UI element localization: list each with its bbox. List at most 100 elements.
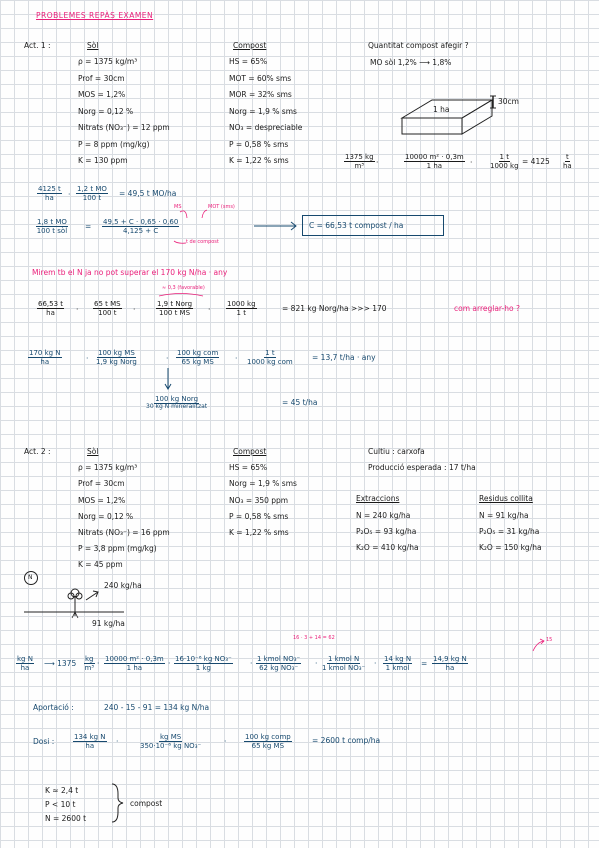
mult-dot: · [235, 354, 238, 363]
n-frac-b: 65 t MS 100 t [93, 300, 122, 318]
mult-dot: · [68, 190, 71, 199]
act1-sol-item: Nitrats (NO₃⁻) = 12 ppm [78, 123, 170, 132]
act1-compost-header: Compost [233, 41, 267, 50]
act2-sol-item: MOS = 1,2% [78, 496, 126, 505]
mult-dot: · [166, 354, 169, 363]
annot-ms: MS [174, 204, 182, 210]
act2-compost-item: HS = 65% [229, 463, 268, 472]
mult-dot: · [224, 737, 227, 746]
mo-frac-a: 4125 t ha [37, 185, 62, 203]
act1-label: Act. 1 : [24, 41, 51, 50]
act1-sol-item: MOS = 1,2% [78, 90, 126, 99]
max-frac-b: 100 kg MS 1,9 kg Norg [96, 349, 137, 367]
act2-compost-item: Norg = 1,9 % sms [229, 479, 297, 488]
res-item: N = 91 kg/ha [479, 511, 529, 520]
annot-favorable: ≈ 0,3 (favorable) [162, 285, 205, 291]
plant-bottom-label: 91 kg/ha [92, 619, 125, 628]
nc-frac-d: 16·10⁻⁶ kg NO₃⁻ 1 kg [174, 655, 233, 673]
act2-sol-item: P = 3,8 ppm (mg/kg) [78, 544, 157, 553]
mass-frac-2: 10000 m² · 0,3m 1 ha [404, 153, 465, 171]
circle-n-label: N [28, 574, 33, 581]
annot-compost: t de compost [186, 239, 219, 245]
act1-question: Quantitat compost afegir ? [368, 41, 469, 50]
sub-frac: 100 kg Norg 30 kg N mineralitzat [146, 395, 208, 411]
max-result: = 13,7 t/ha · any [312, 353, 376, 362]
mult-dot: · [76, 305, 79, 314]
act2-label: Act. 2 : [24, 447, 51, 456]
n-comment: com arreglar-ho ? [454, 304, 520, 313]
aportacio-label: Aportació : [33, 703, 74, 712]
res-header: Residus collita [479, 494, 533, 503]
nc-frac-b: kg m³ [84, 655, 95, 673]
act1-compost-item: MOR = 32% sms [229, 90, 292, 99]
n-check-note: Mirem tb el N ja no pot superar el 170 k… [32, 268, 228, 277]
result-c: C = 66,53 t compost / ha [309, 221, 404, 230]
act2-compost-item: P = 0,58 % sms [229, 512, 289, 521]
mult-dot: · [168, 659, 171, 668]
act2-compost-header: Compost [233, 447, 267, 456]
max-frac-c: 100 kg com 65 kg MS [176, 349, 220, 367]
act1-compost-item: NO₃ = despreciable [229, 123, 303, 132]
mass-frac-1: 1375 kg m³ [344, 153, 375, 171]
plant-top-label: 240 kg/ha [104, 581, 142, 590]
dosi-frac-b: kg MS 350·10⁻⁶ kg NO₃⁻ [140, 733, 202, 751]
act1-compost-item: HS = 65% [229, 57, 268, 66]
eq2-rhs: 49,5 + C · 0,65 · 0,60 4,125 + C [102, 218, 180, 236]
sub-result: = 45 t/ha [282, 398, 318, 407]
mult-dot: · [116, 737, 119, 746]
mult-dot: · [374, 659, 377, 668]
act1-sol-item: Prof = 30cm [78, 74, 125, 83]
extr-header: Extraccions [356, 494, 400, 503]
equals-sign: = [421, 659, 428, 668]
mult-dot: · [86, 354, 89, 363]
dosi-label: Dosi : [33, 737, 55, 746]
act1-sol-item: K = 130 ppm [78, 156, 128, 165]
extr-item: N = 240 kg/ha [356, 511, 411, 520]
extr-item: P₂O₅ = 93 kg/ha [356, 527, 417, 536]
mult-dot: · [470, 158, 473, 167]
act2-sol-item: ρ = 1375 kg/m³ [78, 463, 138, 472]
summary-item: K ≈ 2,4 t [45, 786, 79, 795]
mult-dot: · [133, 305, 136, 314]
act1-compost-item: P = 0,58 % sms [229, 140, 289, 149]
mult-dot: · [208, 305, 211, 314]
nc-frac-e: 1 kmol NO₃⁻ 62 kg NO₃⁻ [256, 655, 302, 673]
act2-sol-item: Norg = 0,12 % [78, 512, 134, 521]
mass-frac-3: 1 t 1000 kg [490, 153, 519, 171]
n-frac-c: 1,9 t Norg 100 t MS [156, 300, 194, 318]
aportacio-eq: 240 - 15 - 91 = 134 kg N/ha [104, 703, 210, 712]
act1-sol-item: ρ = 1375 kg/m³ [78, 57, 138, 66]
act2-cultiu: Cultiu : carxofa [368, 447, 425, 456]
act2-sol-item: Prof = 30cm [78, 479, 125, 488]
mass-result-unit: t ha [563, 153, 572, 171]
act2-compost-item: K = 1,22 % sms [229, 528, 289, 537]
mo-result: = 49,5 t MO/ha [119, 189, 177, 198]
page-title: PROBLEMES REPÀS EXAMEN [36, 11, 154, 20]
dosi-result: = 2600 t comp/ha [312, 736, 381, 745]
n-frac-d: 1000 kg 1 t [226, 300, 257, 318]
block-area-label: 1 ha [433, 105, 450, 114]
act1-sol-item: P = 8 ppm (mg/kg) [78, 140, 150, 149]
nc-arrow-1375: ⟶ 1375 [44, 659, 77, 668]
act2-sol-header: Sòl [87, 447, 99, 456]
annot-sum: 16 · 3 + 14 = 62 [293, 635, 335, 641]
act1-sol-header: Sòl [87, 41, 99, 50]
mult-dot: · [376, 158, 379, 167]
act2-sol-item: Nitrats (NO₃⁻) = 16 ppm [78, 528, 170, 537]
act1-compost-item: Norg = 1,9 % sms [229, 107, 297, 116]
act2-produccio: Producció esperada : 17 t/ha [368, 463, 476, 472]
result-box [302, 215, 444, 236]
act1-mo-increase: MO sòl 1,2% ⟶ 1,8% [370, 58, 452, 67]
eq2-lhs: 1,8 t MO 100 t sòl [36, 218, 68, 236]
